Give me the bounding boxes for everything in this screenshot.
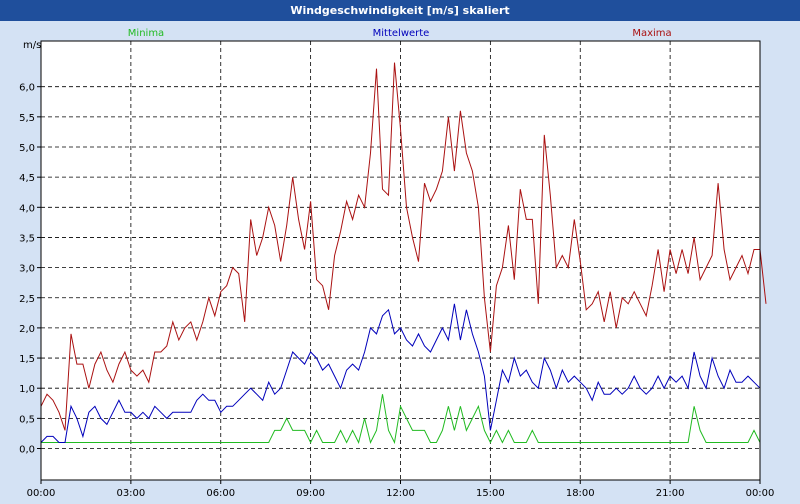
y-axis-ticks: 0,0 0,5 1,0 1,5 2,0 2,5 3,0 3,5 4,0 4,5 5,0 5,5 6,0 [19,83,41,456]
y-tick-label: 5,5 [19,113,35,124]
y-tick-label: 3,5 [19,233,35,244]
y-tick-label: 1,5 [19,354,35,365]
x-tick-time-label: 18:00 [566,488,595,499]
legend: Minima Mittelwerte Maxima [128,28,672,39]
x-tick-time-label: 15:00 [476,488,505,499]
legend-item-mittelwerte: Mittelwerte [373,28,430,39]
x-tick-time-label: 09:00 [296,488,325,499]
y-tick-label: 5,0 [19,143,35,154]
y-tick-label: 6,0 [19,83,35,94]
y-axis-unit-label: m/s [23,40,41,51]
x-tick-time-label: 06:00 [206,488,235,499]
legend-item-minima: Minima [128,28,164,39]
legend-item-maxima: Maxima [632,28,671,39]
x-tick-time-label: 00:00 [27,488,56,499]
series-lines [40,62,767,445]
series-line-minima [41,394,761,445]
line-chart: 0,00,51,01,52,02,53,03,54,04,55,05,56,0 … [19,28,775,499]
y-tick-label: 4,5 [19,173,35,184]
y-tick-label: 1,0 [19,384,35,395]
y-tick-label: 2,0 [19,324,35,335]
x-tick-time-label: 12:00 [386,488,415,499]
x-tick-time-label: 00:00 [746,488,775,499]
chart-title: Windgeschwindigkeit [m/s] skaliert [0,0,800,21]
x-tick-time-label: 21:00 [656,488,685,499]
y-tick-label: 2,5 [19,294,35,305]
y-tick-label: 4,0 [19,203,35,214]
x-tick-time-label: 03:00 [116,488,145,499]
series-line-maxima [40,62,767,431]
y-tick-label: 0,0 [19,445,35,456]
plot-border [40,40,761,481]
x-axis-ticks: 00:0022.01.1903:0022.01.1906:0022.01.190… [27,480,775,499]
chart-area: 0,0 0,5 1,0 1,5 2,0 2,5 3,0 3,5 4,0 4,5 5,0 5,5 6,0 … [0,21,800,500]
series-line-mittelwerte [40,303,761,443]
y-tick-label: 0,5 [19,414,35,425]
y-tick-label: 3,0 [19,264,35,275]
grid-lines [41,41,760,480]
